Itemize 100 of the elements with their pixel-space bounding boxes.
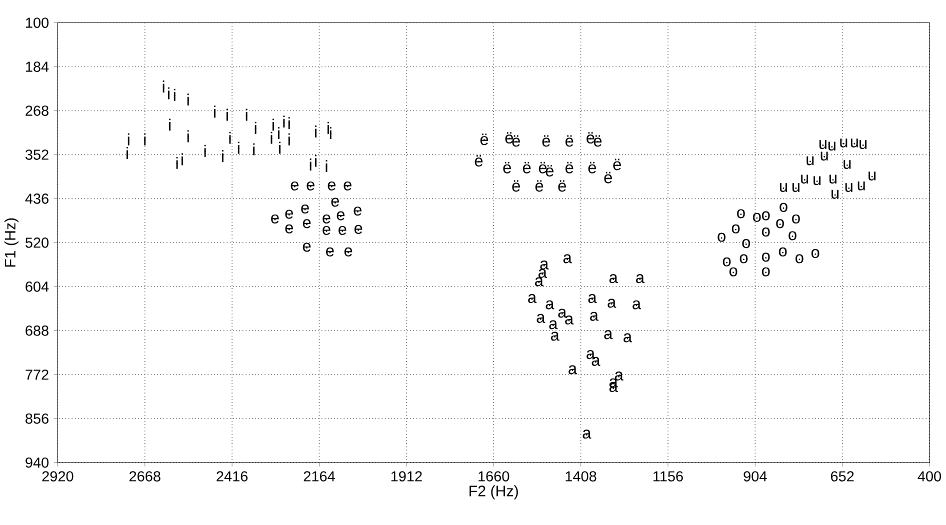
text: o <box>796 254 804 264</box>
text: e <box>322 214 330 224</box>
text: i <box>226 108 228 121</box>
text: o <box>811 249 820 258</box>
text: u <box>860 140 867 150</box>
text: u <box>780 183 787 192</box>
text: u <box>844 160 851 170</box>
text: i <box>272 118 274 131</box>
text: i <box>204 144 206 157</box>
text: a <box>550 332 560 341</box>
text: a <box>538 268 547 278</box>
x-tick-label: 400 <box>918 471 942 482</box>
text: a <box>588 294 597 304</box>
text: o <box>737 209 745 218</box>
x-tick-label: 2920 <box>42 471 74 482</box>
text: i <box>315 126 317 138</box>
text: a <box>540 260 549 270</box>
text: e <box>354 225 362 234</box>
text: e <box>336 211 345 220</box>
text: u <box>819 140 826 150</box>
y-tick-label: 688 <box>26 326 48 336</box>
text: a <box>535 277 544 286</box>
text: i <box>246 108 248 121</box>
text: e <box>344 182 352 191</box>
text: ë <box>512 180 520 192</box>
text: i <box>278 127 280 140</box>
text: ë <box>588 162 596 174</box>
text: i <box>279 142 281 154</box>
text: u <box>850 138 858 148</box>
text: ë <box>613 158 621 170</box>
text: u <box>832 190 839 199</box>
text: e <box>328 182 336 191</box>
text: i <box>174 88 176 101</box>
text: a <box>590 312 599 321</box>
text: ë <box>480 134 488 146</box>
y-tick-label: 604 <box>26 282 49 292</box>
text: ë <box>565 162 574 174</box>
text: ë <box>535 180 544 192</box>
text: i <box>168 87 170 100</box>
text: i <box>330 127 332 140</box>
y-tick-label: 520 <box>25 238 49 248</box>
text: ë <box>542 135 550 147</box>
text: u <box>845 183 852 192</box>
text: ë <box>558 180 566 192</box>
series-label: e <box>301 204 309 214</box>
text: a <box>636 274 645 284</box>
text: o <box>776 219 784 228</box>
text: i <box>288 133 290 146</box>
series-label: u <box>792 183 800 192</box>
text: ë <box>503 162 511 174</box>
text: u <box>801 174 808 184</box>
text: a <box>604 330 613 340</box>
text: a <box>565 316 574 325</box>
y-tick-label: 268 <box>26 106 48 116</box>
x-tick-label: 1408 <box>566 471 596 482</box>
text: ë <box>538 162 547 174</box>
x-tick-label: 1912 <box>391 471 422 482</box>
text: a <box>632 300 642 310</box>
text: i <box>187 94 189 106</box>
text: e <box>344 248 352 257</box>
text: u <box>820 152 828 161</box>
text: a <box>528 294 537 304</box>
y-tick-label: 436 <box>25 194 48 204</box>
text: o <box>729 267 738 276</box>
text: a <box>536 314 546 324</box>
text: a <box>549 320 558 330</box>
text: u <box>806 156 814 166</box>
text: o <box>778 248 787 257</box>
text: ë <box>522 162 531 174</box>
text: i <box>169 118 171 131</box>
text: i <box>126 147 128 160</box>
text: a <box>546 300 554 310</box>
text: ë <box>565 135 574 147</box>
x-tick-label: 1156 <box>653 471 683 482</box>
text: i <box>182 153 183 166</box>
text: e <box>302 219 311 228</box>
text: ë <box>505 132 514 144</box>
text: e <box>290 182 299 191</box>
text: e <box>354 206 362 216</box>
text: i <box>222 150 224 162</box>
text: i <box>128 133 130 146</box>
text: u <box>814 176 821 186</box>
y-tick-label: 100 <box>26 18 49 28</box>
text: u <box>868 172 876 181</box>
text: i <box>229 132 231 144</box>
text: i <box>283 116 285 128</box>
text: e <box>322 226 330 236</box>
text: o <box>792 214 800 224</box>
text: i <box>176 157 178 169</box>
text: e <box>306 182 314 191</box>
y-axis-title: F1 (Hz) <box>4 218 19 267</box>
text: u <box>858 182 865 190</box>
text: e <box>285 210 294 219</box>
y-tick-label: 940 <box>26 458 49 468</box>
text: a <box>558 308 567 318</box>
x-tick-label: 1660 <box>478 471 510 482</box>
x-tick-label: 2164 <box>304 471 335 482</box>
text: u <box>829 174 836 184</box>
text: ë <box>546 165 554 177</box>
text: i <box>310 158 312 171</box>
